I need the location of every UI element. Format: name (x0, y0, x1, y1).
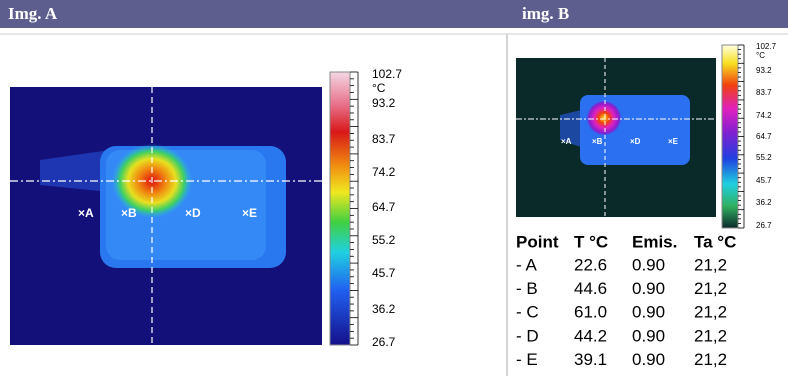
scale-label: 45.7 (756, 176, 772, 185)
scale-b: 102.7°C 93.2 83.7 74.2 64.7 55.2 45.7 36.2 26.7 (738, 42, 777, 230)
table-cell: 44.2 (574, 326, 607, 345)
table-header: Point (516, 232, 559, 251)
scale-label: 102.7 (756, 42, 777, 51)
marker: ×A (78, 206, 94, 220)
scale-label: 74.2 (756, 111, 772, 120)
table-header: Emis. (632, 232, 677, 251)
table-cell: - E (516, 350, 538, 369)
scale-label: 55.2 (372, 233, 396, 247)
header-bar (0, 0, 788, 28)
table-cell: 21,2 (694, 279, 727, 298)
scale-label: 36.2 (372, 302, 396, 316)
scale-label: 83.7 (372, 132, 396, 146)
marker: ×E (242, 206, 257, 220)
scale-label: 26.7 (756, 221, 772, 230)
table-cell: - A (516, 255, 537, 274)
panel-title: Img. A (8, 4, 58, 23)
table-cell: 0.90 (632, 303, 665, 322)
table-cell: 22.6 (574, 255, 607, 274)
scale-label: °C (372, 81, 386, 95)
table-cell: 0.90 (632, 279, 665, 298)
marker: ×D (630, 137, 641, 146)
table-cell: 0.90 (632, 255, 665, 274)
table-header: T °C (574, 232, 608, 251)
page: {"panels": [ {"title": "Img. A", "scale"… (0, 0, 788, 376)
scale-label: 93.2 (372, 96, 396, 110)
scale-label: 74.2 (372, 165, 396, 179)
scale-label: 36.2 (756, 198, 772, 207)
table-cell: 21,2 (694, 326, 727, 345)
scale-label: 26.7 (372, 335, 396, 349)
marker: ×D (185, 206, 201, 220)
thermal-image-b (516, 45, 738, 228)
panel-title: img. B (522, 4, 569, 23)
table-cell: - B (516, 279, 538, 298)
scale-label: 83.7 (756, 88, 772, 97)
point-table: Point T °C Emis. Ta °C - A 22.6 0.90 21,2 - B 44.… (516, 232, 736, 368)
marker: ×A (561, 137, 572, 146)
scale-label: 64.7 (372, 200, 396, 214)
scale-a: 102.7°C93.2 83.7 74.2 64.7 55.2 45.7 36.2 26.7 (350, 67, 402, 349)
table-header: Ta °C (694, 232, 736, 251)
scale-label: 64.7 (756, 132, 772, 141)
scale-label: °C (756, 51, 765, 60)
marker: ×B (121, 206, 137, 220)
table-cell: - C (516, 303, 539, 322)
marker: ×E (668, 137, 679, 146)
table-cell: 0.90 (632, 326, 665, 345)
scale-label: 102.7 (372, 67, 402, 81)
table-cell: 44.6 (574, 279, 607, 298)
screenshot: Img. A img. B ×A ×B ×D ×E ×A ×B ×D ×E 10… (0, 0, 788, 376)
table-cell: 39.1 (574, 350, 607, 369)
scale-label: 45.7 (372, 266, 396, 280)
table-cell: 21,2 (694, 303, 727, 322)
table-cell: 0.90 (632, 350, 665, 369)
table-cell: 21,2 (694, 255, 727, 274)
table-cell: 21,2 (694, 350, 727, 369)
scale-label: 55.2 (756, 153, 772, 162)
table-cell: 61.0 (574, 303, 607, 322)
scale-label: 93.2 (756, 66, 772, 75)
thermal-image-a (10, 72, 350, 345)
table-cell: - D (516, 326, 539, 345)
marker: ×B (592, 137, 603, 146)
